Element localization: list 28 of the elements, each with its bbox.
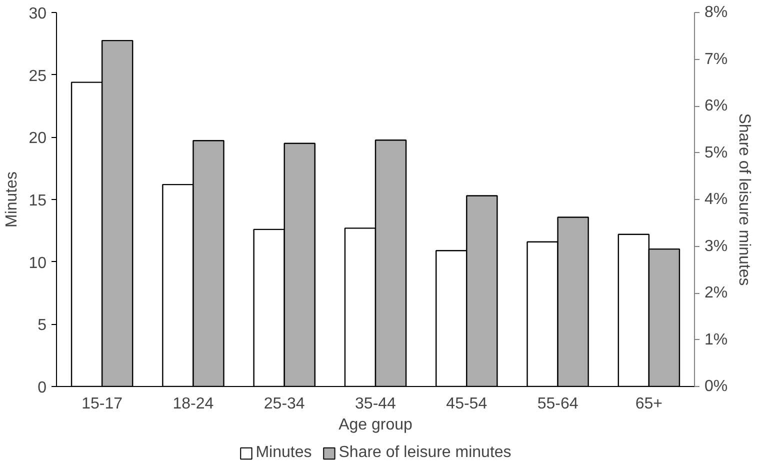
y-tick-label: 5 <box>38 317 47 334</box>
y2-tick-label: 8% <box>704 4 728 21</box>
y2-tick-label: 1% <box>704 331 728 348</box>
y-tick-label: 15 <box>28 192 47 210</box>
y-tick-label: 25 <box>28 68 47 85</box>
y-tick-label: 30 <box>28 6 47 22</box>
y2-tick-label: 6% <box>704 98 728 114</box>
y-axis-title: Minutes <box>4 171 21 228</box>
y2-tick-label: 5% <box>704 144 728 162</box>
y-tick-label: 0 <box>38 380 47 396</box>
x-tick-label: 35-44 <box>355 396 396 412</box>
y2-tick-label: 0% <box>704 378 728 395</box>
x-tick-label: 15-17 <box>82 396 123 412</box>
y-tick-label: 10 <box>28 254 47 272</box>
legend-label: Share of leisure minutes <box>338 444 512 462</box>
y-tick-label: 20 <box>28 130 47 148</box>
x-tick-label: 45-54 <box>446 396 488 412</box>
x-tick-label: 18-24 <box>172 396 214 412</box>
y2-tick-label: 4% <box>704 191 728 208</box>
x-tick-label: 25-34 <box>264 396 305 412</box>
y2-tick-label: 7% <box>704 50 728 68</box>
legend-label: Minutes <box>256 444 312 462</box>
x-tick-label: 55-64 <box>537 396 578 412</box>
y2-axis-title: Share of leisure minutes <box>736 113 753 286</box>
x-axis-title: Age group <box>338 416 413 434</box>
x-tick-label: 65+ <box>635 396 662 412</box>
y2-tick-label: 3% <box>704 238 728 255</box>
y2-tick-label: 2% <box>704 284 728 302</box>
